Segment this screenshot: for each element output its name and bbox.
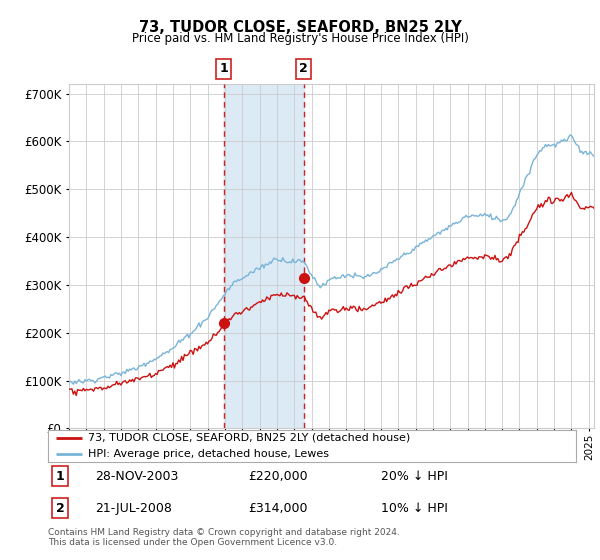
Text: 73, TUDOR CLOSE, SEAFORD, BN25 2LY (detached house): 73, TUDOR CLOSE, SEAFORD, BN25 2LY (deta…: [88, 433, 410, 443]
Text: £314,000: £314,000: [248, 502, 308, 515]
Text: HPI: Average price, detached house, Lewes: HPI: Average price, detached house, Lewe…: [88, 449, 329, 459]
Text: 1: 1: [56, 470, 65, 483]
Text: 2: 2: [56, 502, 65, 515]
Text: 1: 1: [219, 62, 228, 76]
Text: 10% ↓ HPI: 10% ↓ HPI: [380, 502, 448, 515]
Bar: [224, 84, 304, 428]
Text: 28-NOV-2003: 28-NOV-2003: [95, 470, 179, 483]
Text: 73, TUDOR CLOSE, SEAFORD, BN25 2LY: 73, TUDOR CLOSE, SEAFORD, BN25 2LY: [139, 20, 461, 35]
Text: 20% ↓ HPI: 20% ↓ HPI: [380, 470, 448, 483]
Text: 2: 2: [299, 62, 308, 76]
Text: 21-JUL-2008: 21-JUL-2008: [95, 502, 172, 515]
Text: Contains HM Land Registry data © Crown copyright and database right 2024.
This d: Contains HM Land Registry data © Crown c…: [48, 528, 400, 547]
Text: £220,000: £220,000: [248, 470, 308, 483]
Text: Price paid vs. HM Land Registry's House Price Index (HPI): Price paid vs. HM Land Registry's House …: [131, 32, 469, 45]
